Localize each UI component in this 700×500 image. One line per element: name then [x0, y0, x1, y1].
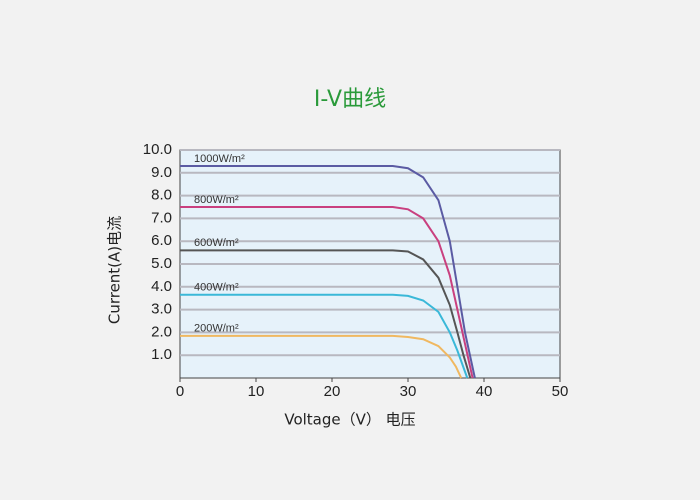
- x-tick-label: 20: [324, 383, 341, 400]
- series-label: 800W/m²: [194, 194, 239, 206]
- iv-curve: [180, 334, 463, 379]
- y-axis-label: Current(A)电流: [106, 216, 124, 324]
- y-tick-label: 6.0: [151, 232, 172, 249]
- y-tick-label: 10.0: [143, 141, 172, 158]
- x-tick-label: 50: [552, 383, 569, 400]
- chart-title: I-V曲线: [314, 87, 386, 112]
- y-tick-label: 7.0: [151, 209, 172, 226]
- y-tick-label: 4.0: [151, 278, 172, 295]
- x-tick-label: 30: [400, 383, 417, 400]
- series-label: 200W/m²: [194, 323, 239, 335]
- x-axis-label: Voltage（V） 电压: [284, 411, 415, 429]
- y-tick-label: 5.0: [151, 255, 172, 272]
- y-tick-label: 9.0: [151, 164, 172, 181]
- series-label: 1000W/m²: [194, 153, 245, 165]
- y-tick-label: 3.0: [151, 301, 172, 318]
- iv-curve: [180, 293, 469, 379]
- series-label: 600W/m²: [194, 237, 239, 249]
- y-tick-label: 8.0: [151, 187, 172, 204]
- x-tick-label: 40: [476, 383, 493, 400]
- y-tick-label: 2.0: [151, 323, 172, 340]
- y-tick-label: 1.0: [151, 346, 172, 363]
- iv-curve: [180, 206, 474, 379]
- series-label: 400W/m²: [194, 282, 239, 294]
- x-tick-label: 10: [248, 383, 265, 400]
- iv-curve: [180, 164, 476, 379]
- x-tick-label: 0: [176, 383, 184, 400]
- iv-curve: [180, 249, 472, 379]
